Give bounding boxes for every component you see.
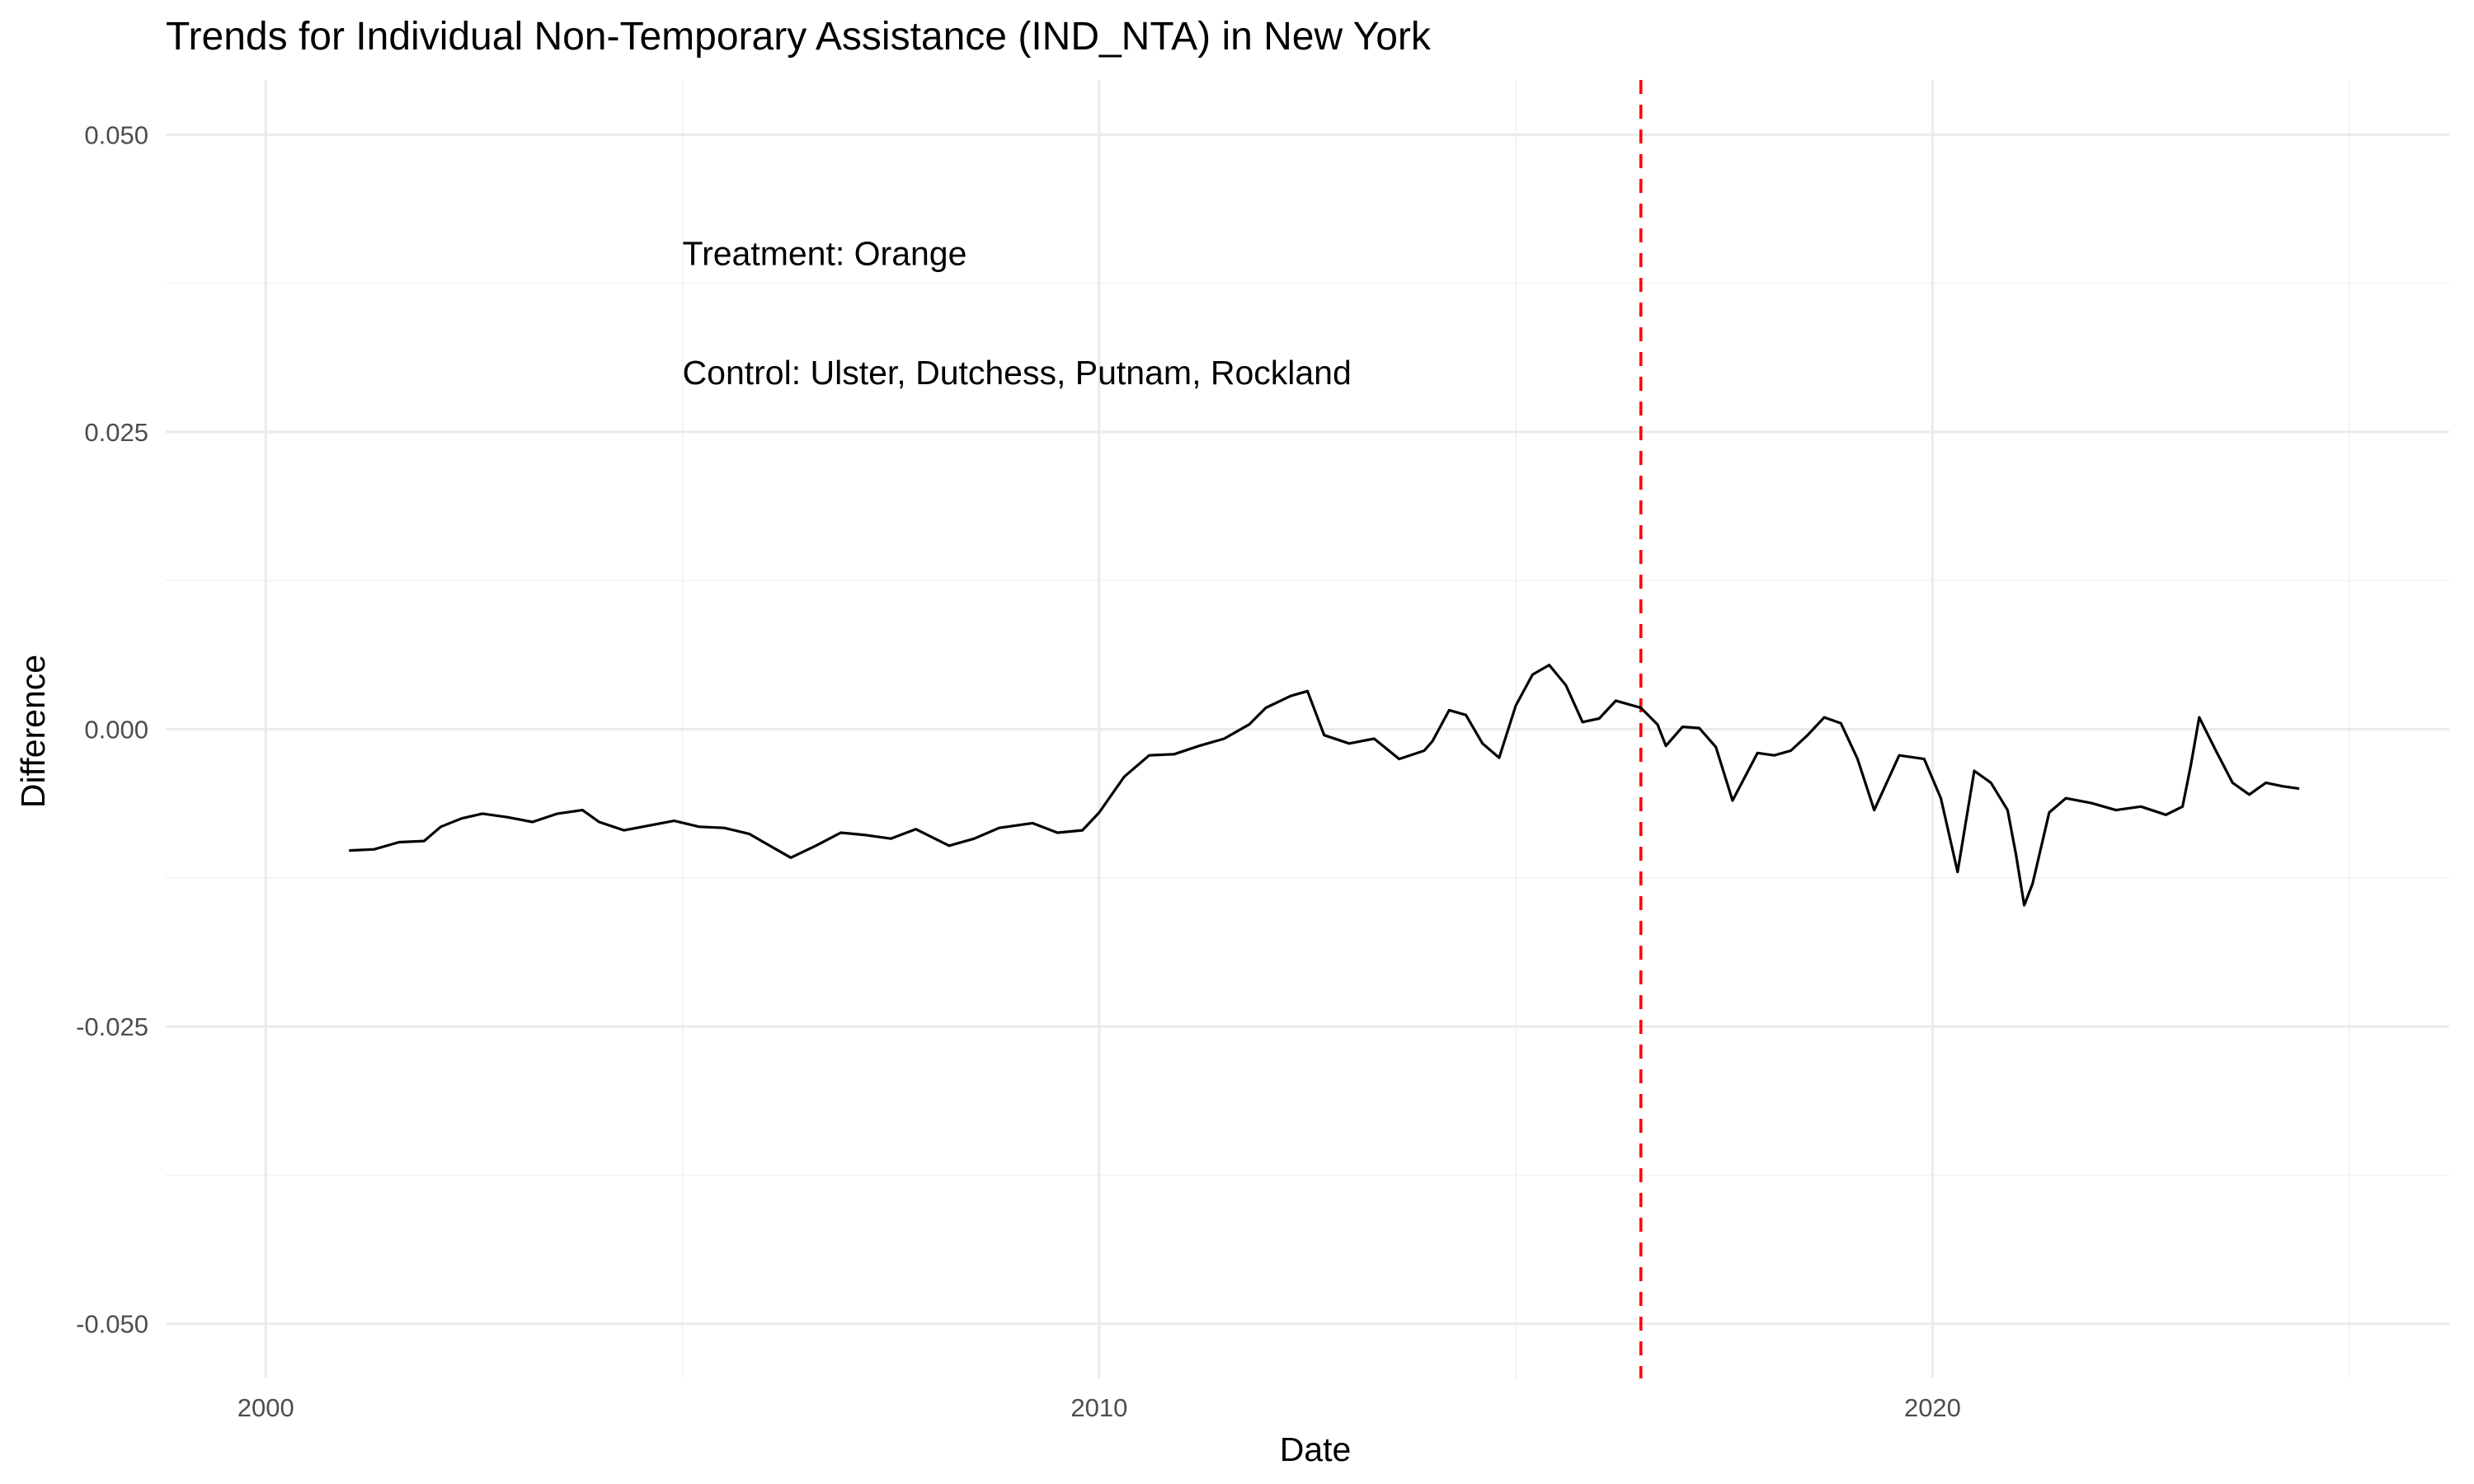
x-tick-label: 2020 bbox=[1904, 1393, 1961, 1422]
y-axis-title: Difference bbox=[14, 655, 52, 808]
y-tick-label: -0.050 bbox=[76, 1310, 148, 1339]
tick-label-layer: 2000 2010 2020 -0.050 -0.025 0.000 0.025 0.050 bbox=[76, 120, 1961, 1422]
y-tick-label: 0.050 bbox=[84, 120, 148, 149]
chart-title: Trends for Individual Non-Temporary Assi… bbox=[166, 15, 1432, 59]
series-layer bbox=[349, 663, 2300, 907]
y-tick-label: 0.000 bbox=[84, 716, 148, 744]
annotation-text: Treatment: Orange bbox=[683, 235, 967, 273]
x-tick-label: 2010 bbox=[1070, 1393, 1127, 1422]
annotation-text: Control: Ulster, Dutchess, Putnam, Rockl… bbox=[683, 354, 1352, 392]
y-tick-label: -0.025 bbox=[76, 1012, 148, 1041]
x-tick-label: 2000 bbox=[238, 1393, 294, 1422]
x-axis-title: Date bbox=[1280, 1430, 1352, 1468]
series-line bbox=[349, 663, 2300, 907]
y-tick-label: 0.025 bbox=[84, 418, 148, 447]
grid-layer bbox=[166, 80, 2449, 1378]
annotation-layer: Treatment: Orange Control: Ulster, Dutche… bbox=[683, 235, 1352, 392]
